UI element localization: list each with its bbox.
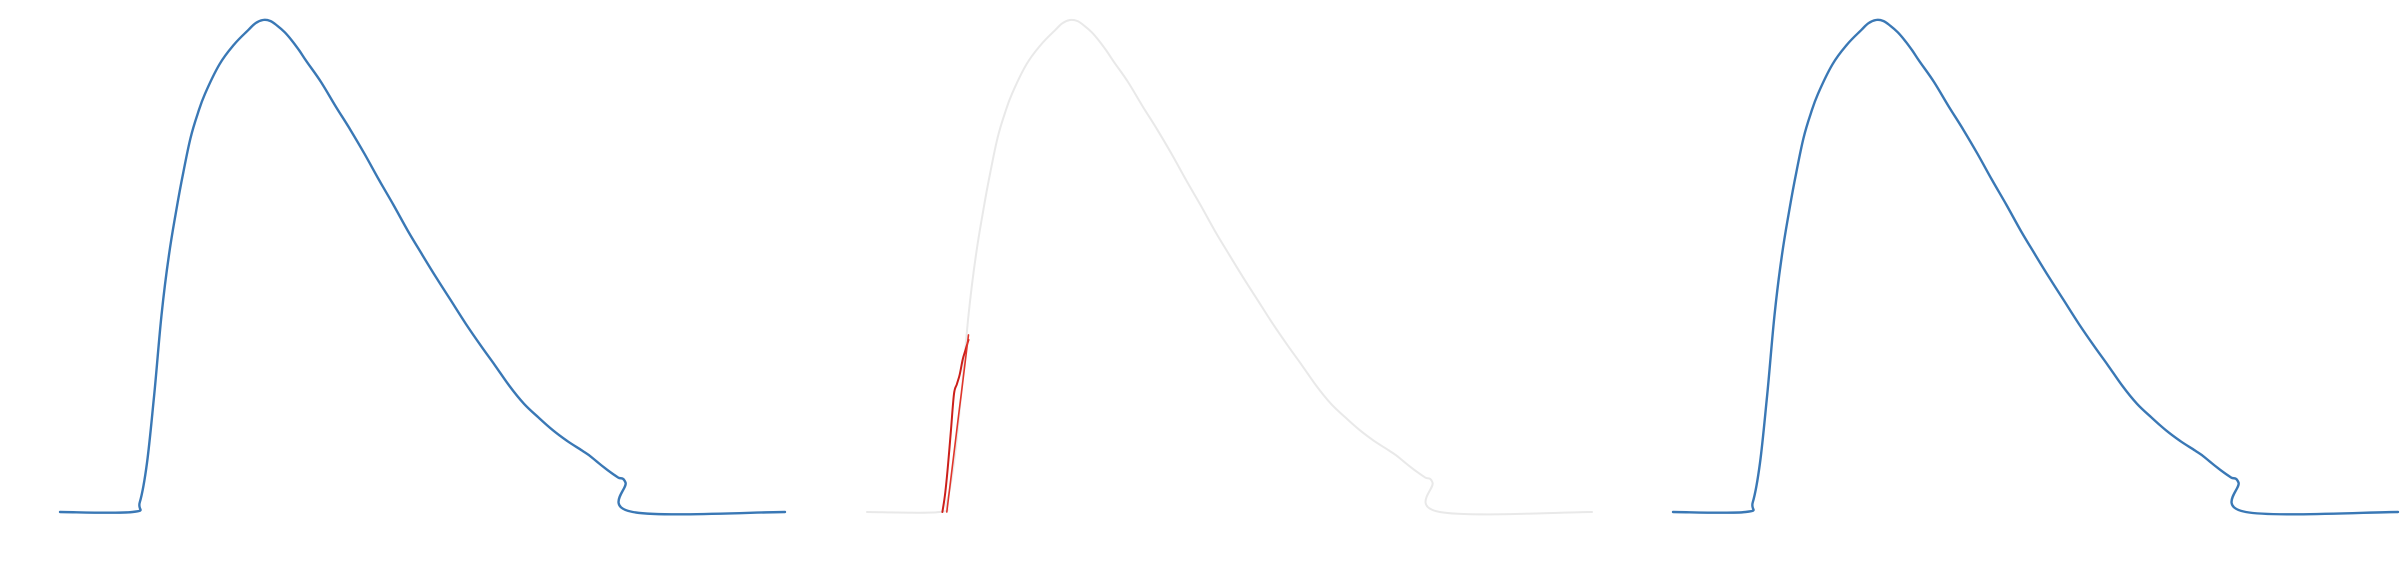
panel-left — [58, 18, 787, 516]
series-line-panel-2-1 — [866, 18, 1593, 516]
series-line-panel-2-2 — [941, 338, 970, 513]
panel-right — [1671, 18, 2400, 516]
series-line-panel-3-1 — [1671, 18, 2400, 516]
series-line-panel-2-3 — [946, 334, 970, 513]
series-line-panel-1-1 — [58, 18, 787, 516]
panel-middle — [866, 18, 1593, 516]
